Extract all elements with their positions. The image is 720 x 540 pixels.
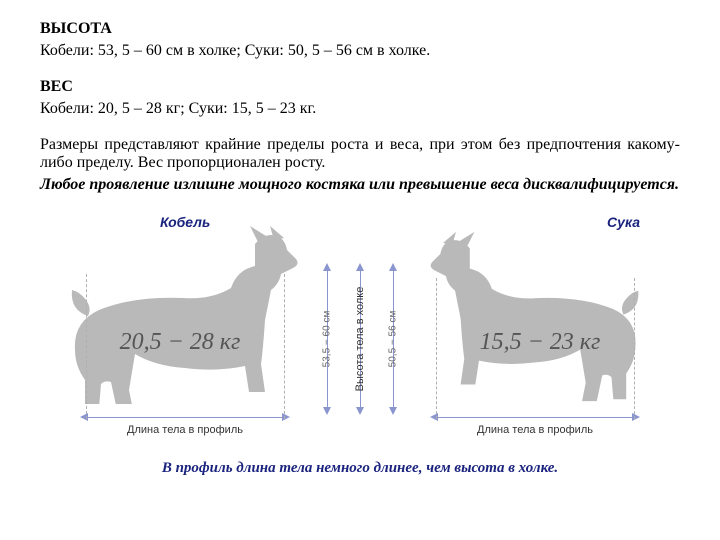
weight-line: Кобели: 20, 5 – 28 кг; Суки: 15, 5 – 23 …	[40, 100, 680, 118]
note-p1: Размеры представляют крайние пределы рос…	[40, 136, 680, 172]
height-center-label: Высота тела в холке	[354, 287, 366, 392]
male-silhouette-icon	[70, 224, 300, 404]
diagram: Кобель 20,5 − 28 кг Длина тела в профиль	[40, 214, 680, 477]
male-height-range: 53,5 − 60 см	[322, 311, 333, 368]
male-weight: 20,5 − 28 кг	[65, 329, 295, 356]
note-p2: Любое проявление излишне мощного костяка…	[40, 176, 680, 194]
height-line: Кобели: 53, 5 – 60 см в холке; Суки: 50,…	[40, 42, 680, 60]
height-group: 53,5 − 60 см Высота тела в холке 50,5 − …	[315, 269, 405, 409]
height-title: ВЫСОТА	[40, 20, 680, 38]
female-height-range: 50,5 − 56 см	[388, 311, 399, 368]
male-length-label: Длина тела в профиль	[70, 424, 300, 436]
female-length-label: Длина тела в профиль	[420, 424, 650, 436]
female-silhouette-icon	[420, 224, 650, 404]
female-weight: 15,5 − 23 кг	[425, 329, 655, 356]
diagram-caption: В профиль длина тела немного длинее, чем…	[162, 460, 558, 477]
weight-title: ВЕС	[40, 78, 680, 96]
